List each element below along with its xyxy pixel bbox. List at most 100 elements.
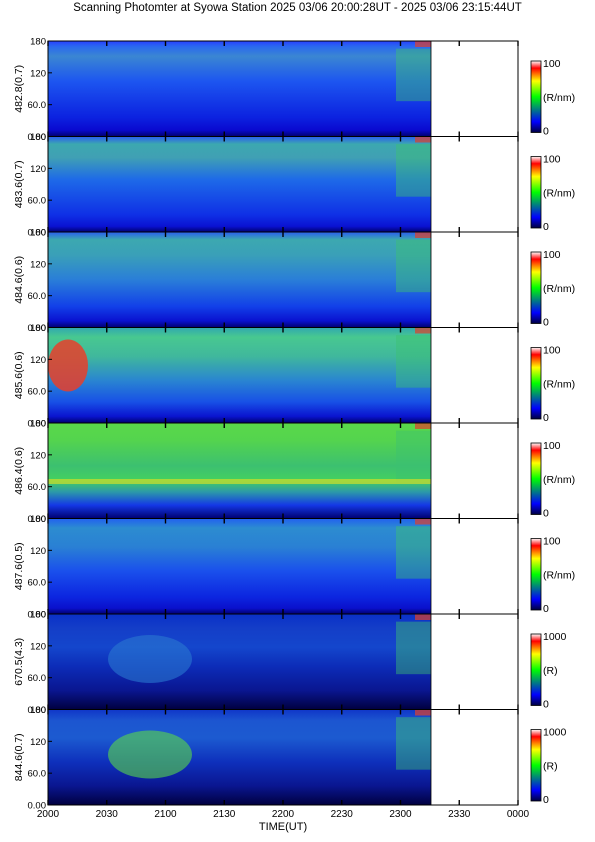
bright-patch <box>108 730 192 779</box>
edge-hotspot <box>415 709 431 716</box>
panel-5: 0.00 60.0 120 180 486.4(0.6) 100 (R/nm) 0 <box>13 419 575 526</box>
x-tick-label: 2030 <box>96 809 119 820</box>
y-tick-label: 180 <box>30 323 46 334</box>
colorbar-min-label: 0 <box>543 412 549 424</box>
colorbar-max-label: 100 <box>543 58 561 70</box>
colorbar <box>530 538 542 611</box>
colorbar-max-label: 100 <box>543 154 561 166</box>
colorbar-unit-label: (R/nm) <box>543 283 575 295</box>
edge-hotspot <box>415 232 431 238</box>
y-tick-label: 0.00 <box>28 705 47 716</box>
colorbar-unit-label: (R/nm) <box>543 474 575 486</box>
y-tick-label: 0.00 <box>28 610 47 621</box>
y-tick-label: 180 <box>30 514 46 525</box>
x-axis-label: TIME(UT) <box>259 821 307 833</box>
edge-band <box>396 335 431 388</box>
y-tick-label: 60.0 <box>28 673 47 684</box>
y-tick-label: 120 <box>30 355 46 366</box>
y-tick-label: 0.00 <box>28 419 47 430</box>
y-tick-label: 0.00 <box>28 228 47 239</box>
heatmap-fill <box>48 518 431 614</box>
y-tick-label: 120 <box>30 546 46 557</box>
emission-line <box>48 479 431 484</box>
edge-hotspot <box>415 41 431 47</box>
colorbar-min-label: 0 <box>543 317 549 329</box>
colorbar-min-label: 0 <box>543 603 549 615</box>
y-tick-label: 120 <box>30 737 46 748</box>
colorbar-unit-label: (R/nm) <box>543 187 575 199</box>
colorbar-min-label: 0 <box>543 508 549 520</box>
colorbar-max-label: 1000 <box>543 727 567 739</box>
panel-1: 0.00 60.0 120 180 482.8(0.7) 100 (R/nm) 0 <box>13 37 575 144</box>
panel-6: 0.00 60.0 120 180 487.6(0.5) 100 (R/nm) 0 <box>13 514 575 621</box>
y-tick-label: 180 <box>30 419 46 430</box>
colorbar-unit-label: (R) <box>543 760 558 772</box>
chart-title: Scanning Photomter at Syowa Station 2025… <box>73 2 522 14</box>
heatmap-fill <box>48 709 431 805</box>
colorbar-unit-label: (R/nm) <box>543 92 575 104</box>
y-tick-label: 120 <box>30 450 46 461</box>
y-axis-label: 485.6(0.6) <box>13 351 25 399</box>
colorbar-min-label: 0 <box>543 126 549 138</box>
colorbar-max-label: 100 <box>543 345 561 357</box>
y-axis-label: 482.8(0.7) <box>13 65 25 113</box>
edge-hotspot <box>415 518 431 525</box>
x-tick-label: 0000 <box>507 809 530 820</box>
colorbar-min-label: 0 <box>543 221 549 233</box>
y-tick-label: 120 <box>30 68 46 79</box>
x-tick-label: 2300 <box>389 809 412 820</box>
bright-patch <box>108 635 192 683</box>
y-tick-label: 60.0 <box>28 291 47 302</box>
y-axis-label: 483.6(0.7) <box>13 160 25 208</box>
y-axis-label: 484.6(0.6) <box>13 256 25 304</box>
x-tick-label: 2330 <box>448 809 471 820</box>
edge-band <box>396 621 431 675</box>
panel-4: 0.00 60.0 120 180 485.6(0.6) 100 (R/nm) 0 <box>13 323 575 430</box>
y-axis-label: 844.6(0.7) <box>13 733 25 781</box>
colorbar <box>530 347 542 420</box>
colorbar <box>530 442 542 515</box>
y-axis-label: 670.5(4.3) <box>13 638 25 686</box>
y-tick-label: 0.00 <box>28 132 47 143</box>
edge-band <box>396 239 431 293</box>
colorbar <box>530 729 542 802</box>
y-tick-label: 120 <box>30 641 46 652</box>
edge-hotspot <box>415 423 431 429</box>
heatmap-fill <box>48 41 431 137</box>
panel-8: 0.00 60.0 120 180 844.6(0.7) 1000 (R) 0 <box>13 705 567 812</box>
y-tick-label: 120 <box>30 164 46 175</box>
heatmap-fill <box>48 327 431 423</box>
y-tick-label: 180 <box>30 610 46 621</box>
y-tick-label: 0.00 <box>28 323 47 334</box>
edge-hotspot <box>415 614 431 620</box>
y-tick-label: 60.0 <box>28 482 47 493</box>
colorbar-unit-label: (R/nm) <box>543 378 575 390</box>
edge-band <box>396 144 431 197</box>
y-tick-label: 60.0 <box>28 578 47 589</box>
x-tick-label: 2230 <box>331 809 354 820</box>
y-tick-label: 180 <box>30 132 46 143</box>
colorbar <box>530 156 542 229</box>
colorbar-unit-label: (R) <box>543 665 558 677</box>
colorbar <box>530 251 542 324</box>
x-tick-label: 2130 <box>213 809 236 820</box>
heatmap-fill <box>48 423 431 519</box>
y-tick-label: 180 <box>30 705 46 716</box>
edge-band <box>396 430 431 484</box>
colorbar-max-label: 100 <box>543 249 561 261</box>
y-tick-label: 0.00 <box>28 514 47 525</box>
heatmap-fill <box>48 614 431 710</box>
y-tick-label: 60.0 <box>28 100 47 111</box>
y-tick-label: 0.00 <box>28 801 47 812</box>
colorbar-max-label: 1000 <box>543 631 567 643</box>
y-axis-label: 487.6(0.5) <box>13 542 25 590</box>
colorbar-max-label: 100 <box>543 440 561 452</box>
edge-band <box>396 717 431 770</box>
x-tick-label: 2000 <box>37 809 60 820</box>
edge-hotspot <box>415 327 431 334</box>
x-tick-label: 2200 <box>272 809 295 820</box>
edge-hotspot <box>415 136 431 143</box>
y-tick-label: 60.0 <box>28 387 47 398</box>
y-tick-label: 60.0 <box>28 196 47 207</box>
